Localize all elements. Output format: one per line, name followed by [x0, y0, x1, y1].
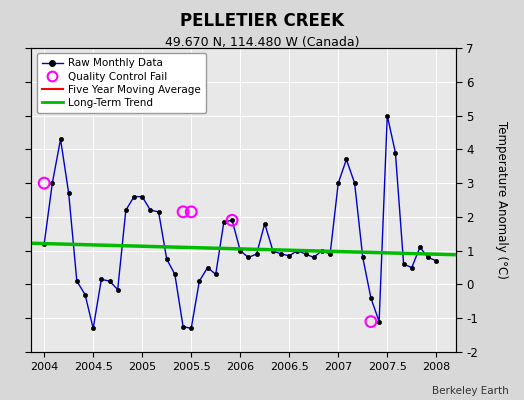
Raw Monthly Data [90, 326, 96, 331]
Text: 49.670 N, 114.480 W (Canada): 49.670 N, 114.480 W (Canada) [165, 36, 359, 49]
Quality Control Fail [367, 318, 375, 325]
Raw Monthly Data [237, 248, 243, 253]
Raw Monthly Data [229, 218, 235, 223]
Raw Monthly Data [400, 262, 407, 266]
Raw Monthly Data [368, 296, 374, 300]
Raw Monthly Data [294, 248, 301, 253]
Raw Monthly Data [131, 194, 137, 199]
Raw Monthly Data [156, 210, 162, 214]
Raw Monthly Data [58, 137, 64, 142]
Raw Monthly Data [359, 255, 366, 260]
Raw Monthly Data [343, 157, 350, 162]
Quality Control Fail [179, 209, 187, 215]
Raw Monthly Data [417, 245, 423, 250]
Raw Monthly Data [384, 113, 390, 118]
Legend: Raw Monthly Data, Quality Control Fail, Five Year Moving Average, Long-Term Tren: Raw Monthly Data, Quality Control Fail, … [37, 53, 206, 113]
Raw Monthly Data [433, 258, 440, 263]
Raw Monthly Data [392, 150, 399, 155]
Text: PELLETIER CREEK: PELLETIER CREEK [180, 12, 344, 30]
Raw Monthly Data [123, 208, 129, 212]
Raw Monthly Data [98, 277, 104, 282]
Raw Monthly Data [180, 324, 186, 329]
Raw Monthly Data [327, 252, 333, 256]
Line: Raw Monthly Data: Raw Monthly Data [42, 114, 439, 330]
Raw Monthly Data [261, 221, 268, 226]
Raw Monthly Data [221, 220, 227, 224]
Raw Monthly Data [139, 194, 145, 199]
Quality Control Fail [228, 217, 236, 224]
Raw Monthly Data [41, 242, 47, 246]
Raw Monthly Data [82, 292, 88, 297]
Raw Monthly Data [188, 326, 194, 331]
Raw Monthly Data [254, 252, 260, 256]
Raw Monthly Data [352, 181, 358, 186]
Raw Monthly Data [245, 255, 252, 260]
Text: Berkeley Earth: Berkeley Earth [432, 386, 508, 396]
Raw Monthly Data [172, 272, 178, 277]
Raw Monthly Data [311, 255, 317, 260]
Raw Monthly Data [376, 319, 383, 324]
Raw Monthly Data [115, 287, 121, 292]
Raw Monthly Data [204, 265, 211, 270]
Raw Monthly Data [74, 279, 80, 284]
Raw Monthly Data [196, 279, 202, 284]
Raw Monthly Data [213, 272, 219, 277]
Raw Monthly Data [302, 252, 309, 256]
Raw Monthly Data [49, 181, 56, 186]
Raw Monthly Data [335, 181, 342, 186]
Quality Control Fail [40, 180, 48, 186]
Raw Monthly Data [106, 279, 113, 284]
Quality Control Fail [187, 209, 195, 215]
Raw Monthly Data [66, 191, 72, 196]
Raw Monthly Data [286, 253, 292, 258]
Y-axis label: Temperature Anomaly (°C): Temperature Anomaly (°C) [495, 121, 508, 279]
Raw Monthly Data [409, 265, 415, 270]
Raw Monthly Data [425, 255, 431, 260]
Raw Monthly Data [278, 252, 284, 256]
Raw Monthly Data [147, 208, 154, 212]
Raw Monthly Data [319, 248, 325, 253]
Raw Monthly Data [163, 257, 170, 262]
Raw Monthly Data [270, 248, 276, 253]
